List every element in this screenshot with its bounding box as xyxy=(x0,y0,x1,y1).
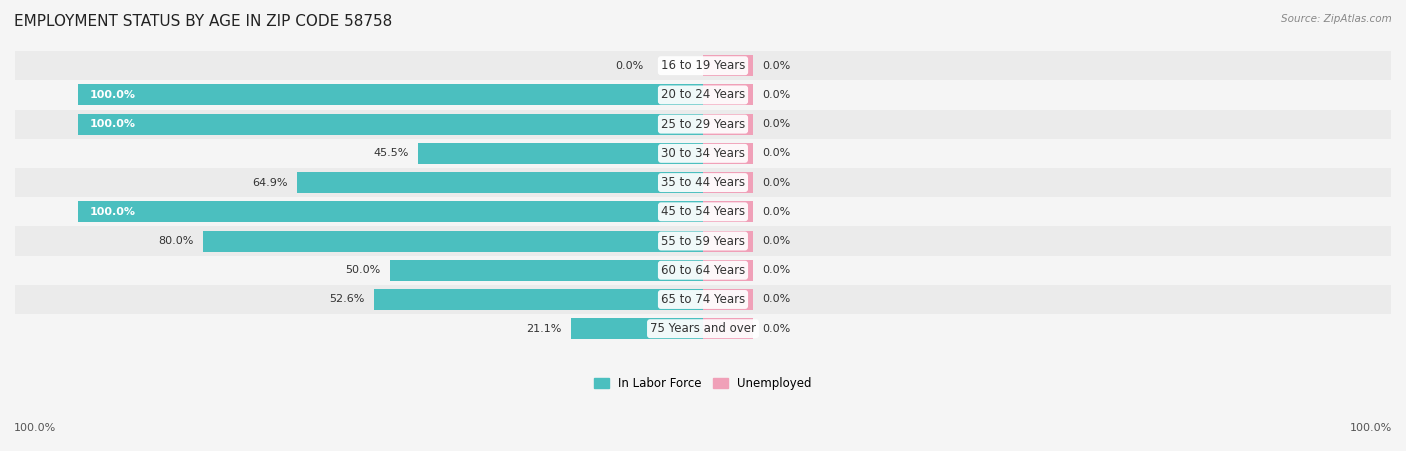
Text: 55 to 59 Years: 55 to 59 Years xyxy=(661,235,745,248)
Text: 0.0%: 0.0% xyxy=(762,90,790,100)
Bar xyxy=(15,314,1391,343)
Text: 52.6%: 52.6% xyxy=(329,295,364,304)
Text: 25 to 29 Years: 25 to 29 Years xyxy=(661,118,745,131)
Bar xyxy=(297,172,703,193)
Text: 64.9%: 64.9% xyxy=(252,178,288,188)
Text: 16 to 19 Years: 16 to 19 Years xyxy=(661,59,745,72)
Text: 0.0%: 0.0% xyxy=(762,119,790,129)
Bar xyxy=(15,51,1391,80)
Bar xyxy=(15,226,1391,256)
Legend: In Labor Force, Unemployed: In Labor Force, Unemployed xyxy=(595,377,811,390)
Bar xyxy=(15,256,1391,285)
Bar xyxy=(77,201,703,222)
Text: 100.0%: 100.0% xyxy=(90,119,136,129)
Text: 100.0%: 100.0% xyxy=(90,207,136,217)
Bar xyxy=(703,143,754,164)
Bar xyxy=(419,143,703,164)
Text: 45.5%: 45.5% xyxy=(374,148,409,158)
Text: 0.0%: 0.0% xyxy=(762,295,790,304)
Text: 80.0%: 80.0% xyxy=(157,236,193,246)
Text: 65 to 74 Years: 65 to 74 Years xyxy=(661,293,745,306)
Bar xyxy=(15,80,1391,110)
Text: EMPLOYMENT STATUS BY AGE IN ZIP CODE 58758: EMPLOYMENT STATUS BY AGE IN ZIP CODE 587… xyxy=(14,14,392,28)
Bar xyxy=(15,110,1391,139)
Text: 20 to 24 Years: 20 to 24 Years xyxy=(661,88,745,101)
Text: 30 to 34 Years: 30 to 34 Years xyxy=(661,147,745,160)
Bar xyxy=(15,168,1391,197)
Bar xyxy=(703,230,754,252)
Bar xyxy=(15,197,1391,226)
Bar xyxy=(703,289,754,310)
Text: 100.0%: 100.0% xyxy=(1350,423,1392,433)
Bar xyxy=(15,139,1391,168)
Bar xyxy=(703,260,754,281)
Text: 0.0%: 0.0% xyxy=(762,148,790,158)
Text: 21.1%: 21.1% xyxy=(526,324,561,334)
Text: Source: ZipAtlas.com: Source: ZipAtlas.com xyxy=(1281,14,1392,23)
Bar xyxy=(703,318,754,339)
Bar xyxy=(703,55,754,76)
Bar xyxy=(202,230,703,252)
Text: 50.0%: 50.0% xyxy=(346,265,381,275)
Bar xyxy=(703,84,754,106)
Text: 0.0%: 0.0% xyxy=(762,324,790,334)
Text: 100.0%: 100.0% xyxy=(14,423,56,433)
Bar xyxy=(703,172,754,193)
Bar xyxy=(77,114,703,135)
Text: 0.0%: 0.0% xyxy=(762,236,790,246)
Bar xyxy=(703,201,754,222)
Text: 0.0%: 0.0% xyxy=(616,61,644,71)
Text: 45 to 54 Years: 45 to 54 Years xyxy=(661,205,745,218)
Text: 0.0%: 0.0% xyxy=(762,61,790,71)
Text: 35 to 44 Years: 35 to 44 Years xyxy=(661,176,745,189)
Bar xyxy=(15,285,1391,314)
Bar xyxy=(391,260,703,281)
Bar xyxy=(703,114,754,135)
Text: 100.0%: 100.0% xyxy=(90,90,136,100)
Bar xyxy=(77,84,703,106)
Text: 75 Years and over: 75 Years and over xyxy=(650,322,756,335)
Text: 60 to 64 Years: 60 to 64 Years xyxy=(661,264,745,277)
Text: 0.0%: 0.0% xyxy=(762,207,790,217)
Bar xyxy=(571,318,703,339)
Bar xyxy=(374,289,703,310)
Text: 0.0%: 0.0% xyxy=(762,265,790,275)
Text: 0.0%: 0.0% xyxy=(762,178,790,188)
